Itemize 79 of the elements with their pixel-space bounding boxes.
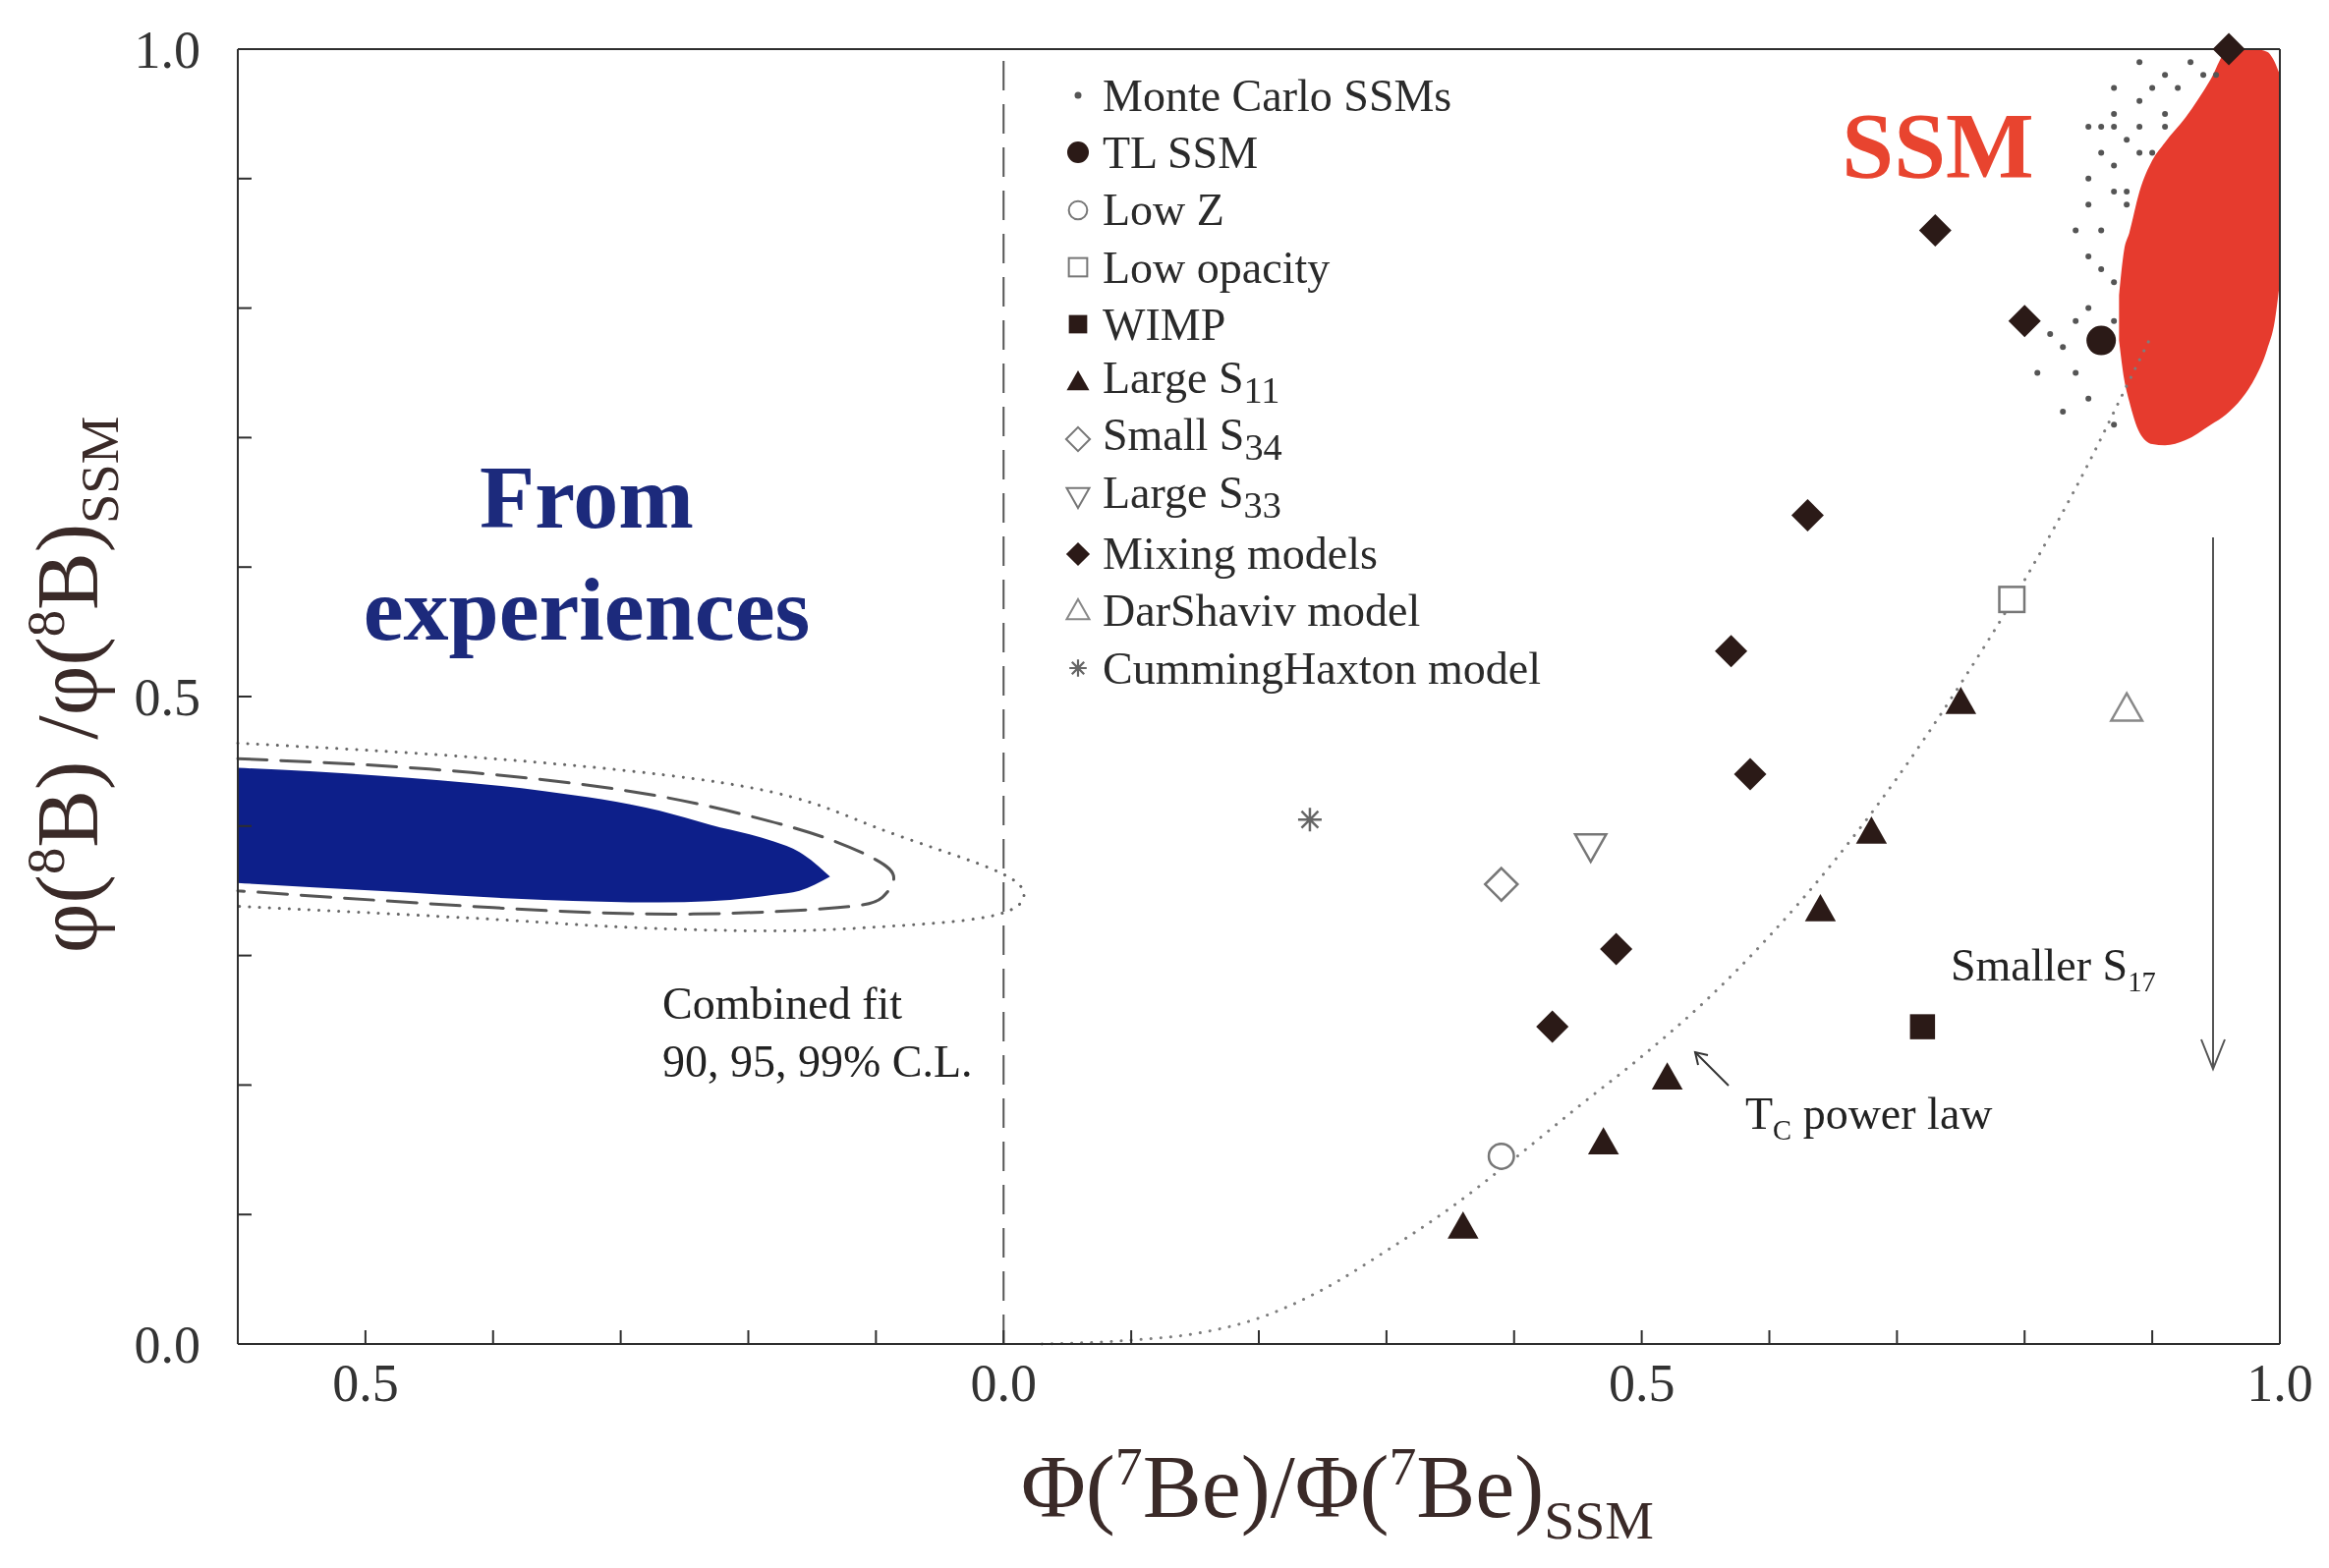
- point: [2162, 110, 2169, 117]
- point: [2085, 124, 2092, 131]
- annotation: From experiences: [363, 447, 811, 659]
- point: [2213, 72, 2220, 79]
- point: [2098, 227, 2105, 234]
- point: [1484, 867, 1519, 902]
- point: [1733, 757, 1767, 791]
- point: [2098, 266, 2105, 273]
- point: [1651, 1062, 1683, 1091]
- point: [2086, 325, 2117, 356]
- point: [2085, 395, 2092, 402]
- point: [2175, 84, 2182, 91]
- point: [2085, 252, 2092, 259]
- point: [1790, 498, 1824, 532]
- point: [2124, 201, 2130, 208]
- point: [2111, 124, 2118, 131]
- x-axis-title: Φ($^{7}$Be)/Φ($^{7}$Be)$_{SSM}$: [1021, 1434, 1654, 1551]
- point: [2047, 330, 2054, 337]
- x-tick-label: 0.0: [970, 1354, 1037, 1413]
- point: [2124, 188, 2130, 195]
- point: [2136, 149, 2143, 156]
- x-tick-label: 1.0: [2246, 1354, 2313, 1413]
- point: [2085, 305, 2092, 311]
- point: [1715, 635, 1748, 668]
- legend-label: Low opacity: [1103, 241, 1331, 294]
- legend-label: CummingHaxton model: [1103, 642, 1541, 695]
- point: [2111, 188, 2118, 195]
- point: [2073, 227, 2079, 234]
- point: [2111, 162, 2118, 169]
- point: [2136, 97, 2143, 104]
- legend-label: TL SSM: [1103, 126, 1259, 179]
- point: [2073, 369, 2079, 376]
- annotation: Smaller S$_{17}$: [1951, 940, 2156, 998]
- point: [2034, 369, 2041, 376]
- point: [2111, 421, 2118, 428]
- legend-label: WIMP: [1103, 298, 1226, 351]
- y-tick-label: 0.0: [134, 1315, 200, 1374]
- point: [2200, 72, 2207, 79]
- point: [2111, 110, 2118, 117]
- point: [2098, 149, 2105, 156]
- legend-label: Mixing models: [1103, 528, 1378, 581]
- y-tick-label: 1.0: [134, 20, 200, 80]
- point: [2098, 124, 2105, 131]
- point: [2136, 124, 2143, 131]
- point: [2149, 149, 2156, 156]
- point: [2162, 72, 2169, 79]
- point: [2187, 59, 2194, 66]
- point: [2136, 59, 2143, 66]
- point: [1918, 214, 1952, 248]
- point: [1487, 1142, 1515, 1170]
- point: [2073, 317, 2079, 324]
- line-series: [236, 756, 896, 916]
- point: [2060, 344, 2067, 351]
- point: [2111, 317, 2118, 324]
- point: [1297, 808, 1322, 832]
- y-tick-label: 0.5: [134, 667, 200, 727]
- point: [2124, 137, 2130, 143]
- line-series: [236, 741, 1026, 933]
- point: [2212, 32, 2245, 66]
- point: [2060, 409, 2067, 416]
- x-tick-label: 0.5: [332, 1354, 399, 1413]
- point: [2162, 124, 2169, 131]
- point: [1600, 932, 1633, 966]
- annotation: Combined fit 90, 95, 99% C.L.: [662, 979, 973, 1087]
- point: [1909, 1014, 1936, 1039]
- point: [2085, 201, 2092, 208]
- legend-label: Monte Carlo SSMs: [1103, 69, 1452, 122]
- point: [2111, 84, 2118, 91]
- point: [2111, 279, 2118, 286]
- point: [2149, 84, 2156, 91]
- annotation: T$_{C}$ power law: [1745, 1089, 1994, 1147]
- legend-label: Low Z: [1103, 184, 1224, 237]
- annotation: SSM: [1842, 94, 2034, 198]
- point: [1998, 586, 2026, 614]
- point: [2085, 175, 2092, 182]
- point: [1536, 1010, 1569, 1043]
- legend-label: DarShaviv model: [1103, 585, 1421, 638]
- point: [2008, 305, 2041, 338]
- x-tick-label: 0.5: [1608, 1354, 1676, 1413]
